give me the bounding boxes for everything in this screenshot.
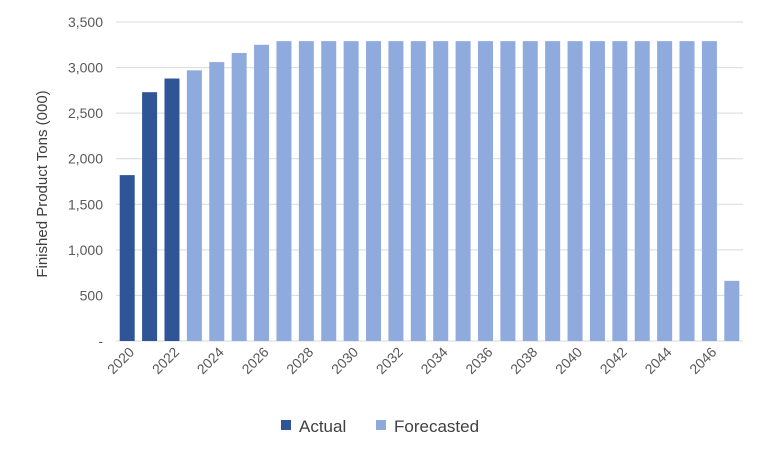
bar-forecasted-2025 <box>231 52 247 342</box>
bar-forecasted-2026 <box>254 44 270 341</box>
bar-forecasted-2032 <box>388 41 404 341</box>
bar-forecasted-2030 <box>343 41 359 341</box>
x-axis-ticks: 2020 2022 2024 2026 2028 2030 2032 2034 2036 2038… <box>104 344 720 377</box>
bar-forecasted-2024 <box>209 62 225 341</box>
bar-actual-2021 <box>142 92 158 342</box>
x-tick-label: 2022 <box>149 344 182 377</box>
bar-forecasted-2023 <box>186 70 202 341</box>
y-tick-label: 1,500 <box>68 196 103 212</box>
x-tick-label: 2028 <box>283 344 316 377</box>
bar-forecasted-2028 <box>298 41 314 341</box>
legend-label-forecasted: Forecasted <box>394 417 479 436</box>
bar-forecasted-2033 <box>410 41 426 341</box>
y-tick-label: 3,000 <box>68 60 103 76</box>
bar-forecasted-2031 <box>366 41 382 341</box>
y-tick-label: 2,500 <box>68 105 103 121</box>
y-tick-label: - <box>98 333 103 349</box>
bar-forecasted-2043 <box>634 41 650 341</box>
bar-forecasted-2042 <box>612 41 628 341</box>
legend-swatch-forecasted <box>376 420 386 430</box>
x-tick-label: 2042 <box>597 344 630 377</box>
y-tick-label: 2,000 <box>68 151 103 167</box>
x-tick-label: 2024 <box>194 344 227 377</box>
x-tick-label: 2034 <box>417 344 450 377</box>
legend: Actual Forecasted <box>281 417 479 436</box>
x-tick-label: 2040 <box>552 344 585 377</box>
bar-forecasted-2044 <box>657 41 673 341</box>
x-tick-label: 2036 <box>462 344 495 377</box>
bar-forecasted-2045 <box>679 41 695 341</box>
bar-forecasted-2041 <box>589 41 605 341</box>
legend-swatch-actual <box>281 420 291 430</box>
y-tick-label: 500 <box>80 287 104 303</box>
bar-forecasted-2029 <box>321 41 337 341</box>
y-axis-ticks: - 500 1,000 1,500 2,000 2,500 3,000 3,500 <box>68 14 103 349</box>
bar-forecasted-2034 <box>433 41 449 341</box>
bar-forecasted-2038 <box>522 41 538 341</box>
bar-actual-2020 <box>119 175 135 341</box>
bar-forecasted-2046 <box>701 41 717 341</box>
y-tick-label: 1,000 <box>68 242 103 258</box>
bar-forecasted-2027 <box>276 41 292 341</box>
bar-forecasted-2039 <box>545 41 561 341</box>
x-tick-label: 2026 <box>238 344 271 377</box>
x-tick-label: 2020 <box>104 344 137 377</box>
bar-forecasted-2037 <box>500 41 516 341</box>
x-tick-label: 2038 <box>507 344 540 377</box>
legend-label-actual: Actual <box>299 417 346 436</box>
y-tick-label: 3,500 <box>68 14 103 30</box>
x-tick-label: 2032 <box>373 344 406 377</box>
y-axis-label: Finished Product Tons (000) <box>34 90 51 277</box>
bar-forecasted-2047 <box>724 280 740 341</box>
bars <box>119 41 740 342</box>
x-tick-label: 2044 <box>641 344 674 377</box>
bar-actual-2022 <box>164 78 180 341</box>
bar-forecasted-2035 <box>455 41 471 341</box>
x-tick-label: 2046 <box>686 344 719 377</box>
bar-forecasted-2036 <box>477 41 493 341</box>
x-tick-label: 2030 <box>328 344 361 377</box>
bar-forecasted-2040 <box>567 41 583 341</box>
